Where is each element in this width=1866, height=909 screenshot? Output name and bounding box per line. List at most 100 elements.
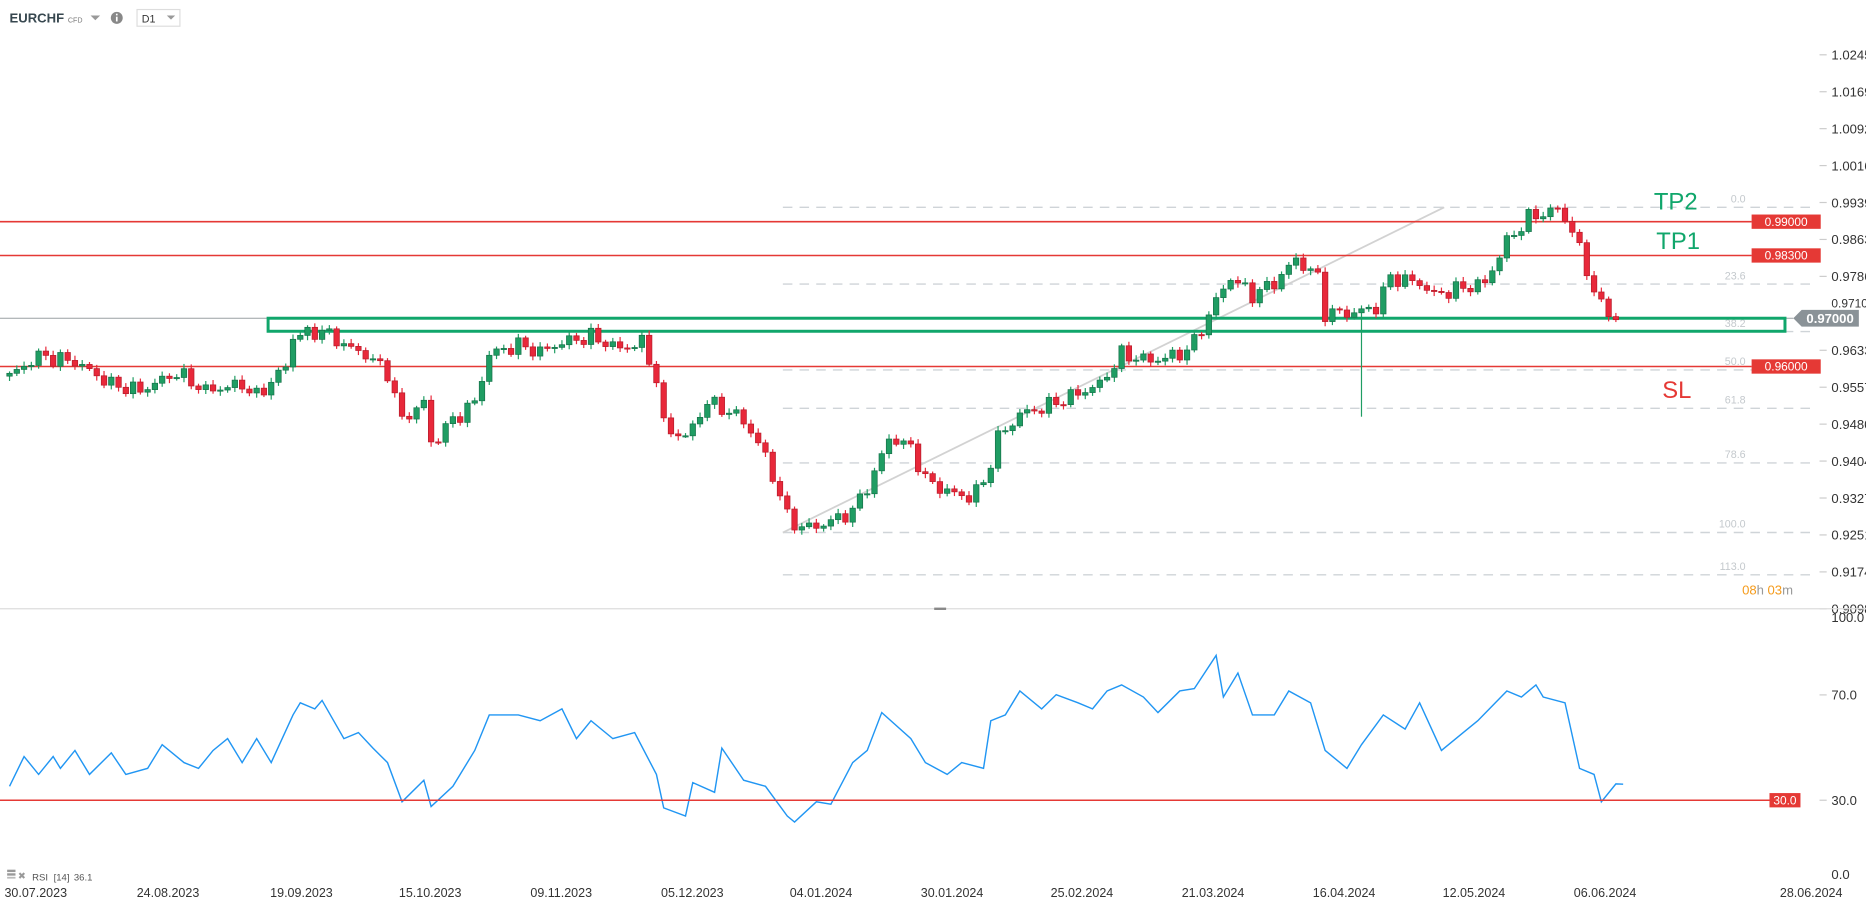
- candle[interactable]: [1351, 308, 1358, 320]
- candle[interactable]: [195, 383, 202, 394]
- candle[interactable]: [159, 371, 166, 387]
- candle[interactable]: [1605, 296, 1612, 322]
- candle[interactable]: [340, 339, 347, 351]
- candle[interactable]: [878, 450, 885, 475]
- close-icon[interactable]: ✖: [18, 871, 26, 882]
- candle[interactable]: [348, 338, 355, 349]
- candle[interactable]: [1242, 278, 1249, 287]
- candle[interactable]: [1249, 279, 1256, 307]
- candle[interactable]: [1307, 266, 1314, 276]
- candle[interactable]: [835, 508, 842, 525]
- candle[interactable]: [515, 333, 522, 360]
- candle[interactable]: [1394, 271, 1401, 292]
- candle[interactable]: [675, 429, 682, 441]
- candle[interactable]: [217, 386, 224, 396]
- candle[interactable]: [471, 397, 478, 406]
- candle[interactable]: [885, 434, 893, 459]
- symbol-name[interactable]: EURCHF: [10, 11, 65, 26]
- candle[interactable]: [493, 346, 500, 360]
- candle[interactable]: [413, 405, 420, 424]
- candle[interactable]: [1096, 376, 1103, 393]
- candle[interactable]: [1256, 286, 1263, 308]
- candle[interactable]: [428, 395, 435, 447]
- candle[interactable]: [1278, 271, 1285, 292]
- candle[interactable]: [93, 364, 100, 381]
- candle[interactable]: [442, 421, 449, 447]
- candle[interactable]: [1089, 384, 1096, 396]
- candle[interactable]: [1518, 227, 1525, 241]
- candle[interactable]: [958, 489, 965, 500]
- candle[interactable]: [1125, 341, 1132, 365]
- candle[interactable]: [275, 367, 282, 386]
- candle[interactable]: [980, 479, 987, 488]
- candle[interactable]: [202, 380, 209, 394]
- candle[interactable]: [689, 420, 696, 441]
- panel-resize-handle[interactable]: [934, 607, 947, 610]
- candle[interactable]: [1016, 409, 1023, 428]
- candle[interactable]: [1503, 232, 1510, 262]
- candle[interactable]: [616, 336, 624, 352]
- candle[interactable]: [696, 412, 704, 428]
- candle[interactable]: [311, 323, 318, 343]
- candle[interactable]: [260, 383, 268, 398]
- candle[interactable]: [1154, 356, 1162, 366]
- candle[interactable]: [1060, 401, 1067, 410]
- candle[interactable]: [1343, 305, 1351, 322]
- candle[interactable]: [1583, 239, 1590, 280]
- candle[interactable]: [638, 330, 645, 353]
- candle[interactable]: [42, 346, 49, 361]
- candle[interactable]: [1285, 261, 1292, 279]
- candle[interactable]: [1547, 204, 1554, 221]
- candle[interactable]: [573, 332, 580, 345]
- candle[interactable]: [900, 438, 907, 449]
- candle[interactable]: [1227, 278, 1234, 292]
- candle[interactable]: [973, 480, 980, 507]
- candle[interactable]: [1590, 271, 1598, 297]
- candle[interactable]: [1532, 205, 1540, 224]
- candle[interactable]: [718, 393, 725, 417]
- candle[interactable]: [1162, 353, 1169, 366]
- candle[interactable]: [1103, 372, 1111, 383]
- candle[interactable]: [1263, 276, 1271, 293]
- candle[interactable]: [994, 426, 1002, 473]
- candle[interactable]: [1183, 345, 1191, 365]
- candle[interactable]: [1292, 253, 1300, 270]
- candle[interactable]: [1314, 265, 1321, 275]
- candle[interactable]: [1322, 267, 1329, 327]
- candle[interactable]: [449, 412, 457, 428]
- candle[interactable]: [631, 345, 638, 352]
- candle[interactable]: [1554, 205, 1561, 213]
- price-panel[interactable]: 0.0 23.6 38.2 50.0 61.8 78.6 100.0 113.0 0.99000…: [0, 194, 1859, 576]
- candle[interactable]: [529, 342, 536, 361]
- candle[interactable]: [362, 347, 369, 363]
- candle[interactable]: [1024, 404, 1031, 418]
- candle[interactable]: [180, 363, 188, 383]
- candle[interactable]: [726, 408, 733, 420]
- candle[interactable]: [711, 395, 718, 409]
- candle[interactable]: [1205, 311, 1212, 339]
- candle[interactable]: [820, 524, 827, 532]
- candle[interactable]: [798, 523, 805, 535]
- candle[interactable]: [268, 377, 275, 400]
- candle[interactable]: [384, 358, 391, 383]
- candle[interactable]: [457, 412, 464, 426]
- candle[interactable]: [1358, 305, 1365, 417]
- candle[interactable]: [1489, 266, 1496, 286]
- candle[interactable]: [791, 506, 798, 534]
- candle[interactable]: [1452, 277, 1460, 302]
- candle[interactable]: [1496, 255, 1503, 276]
- candle[interactable]: [704, 400, 711, 422]
- candle[interactable]: [755, 428, 762, 446]
- candle[interactable]: [813, 518, 820, 534]
- candle[interactable]: [1372, 302, 1380, 319]
- candle[interactable]: [1445, 290, 1452, 304]
- candle[interactable]: [1300, 253, 1307, 274]
- candle[interactable]: [1431, 285, 1438, 297]
- candle[interactable]: [922, 467, 929, 479]
- candle[interactable]: [28, 361, 35, 371]
- candle[interactable]: [747, 419, 755, 438]
- candle[interactable]: [435, 438, 442, 445]
- candle[interactable]: [289, 334, 297, 372]
- candle[interactable]: [333, 326, 340, 349]
